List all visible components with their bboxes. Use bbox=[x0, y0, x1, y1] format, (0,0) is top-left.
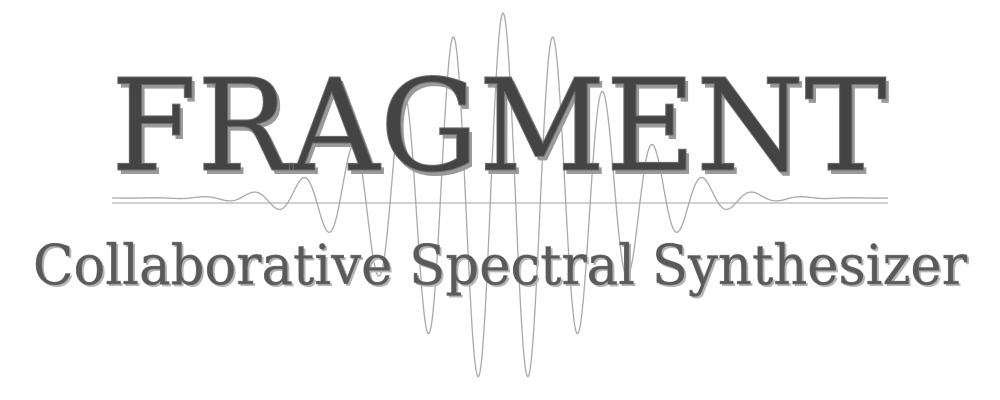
logo-subtitle-shadow: Collaborative Spectral Synthesizer bbox=[35, 235, 970, 299]
logo-title: FRAGMENT bbox=[111, 52, 887, 200]
waveform-graphic bbox=[111, 11, 888, 378]
logo-subtitle: Collaborative Spectral Synthesizer bbox=[33, 233, 968, 297]
logo-title-shadow: FRAGMENT bbox=[114, 56, 890, 204]
